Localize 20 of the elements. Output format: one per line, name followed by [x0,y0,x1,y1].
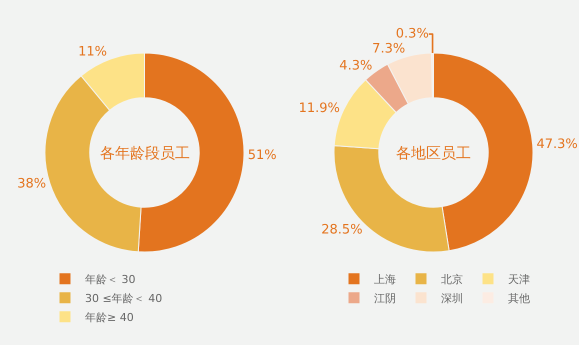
text: 各年龄段员工 [100,144,190,162]
data-label: 28.5% [321,222,363,238]
data-label: 11% [78,44,108,60]
legend-label: 北京 [441,273,463,286]
data-label: 11.9% [298,100,340,116]
data-label: 38% [17,176,46,192]
legend-label: 30 ≤年龄＜ 40 [85,292,162,306]
legend-label: 天津 [508,273,530,286]
legend-label: 其他 [508,292,530,306]
data-label: 47.3% [536,137,578,152]
data-label: 0.3% [396,26,429,42]
text: 各地区员工 [396,144,471,162]
legend-label: 江阴 [374,292,396,306]
legend-label: 年龄＜ 30 [85,273,136,286]
data-label: 51% [248,148,277,164]
data-label: 7.3% [372,42,406,57]
legend-label: 年龄≥ 40 [85,311,134,324]
data-label: 4.3% [339,58,372,74]
legend-label: 深圳 [441,292,463,306]
legend-label: 上海 [374,273,396,286]
